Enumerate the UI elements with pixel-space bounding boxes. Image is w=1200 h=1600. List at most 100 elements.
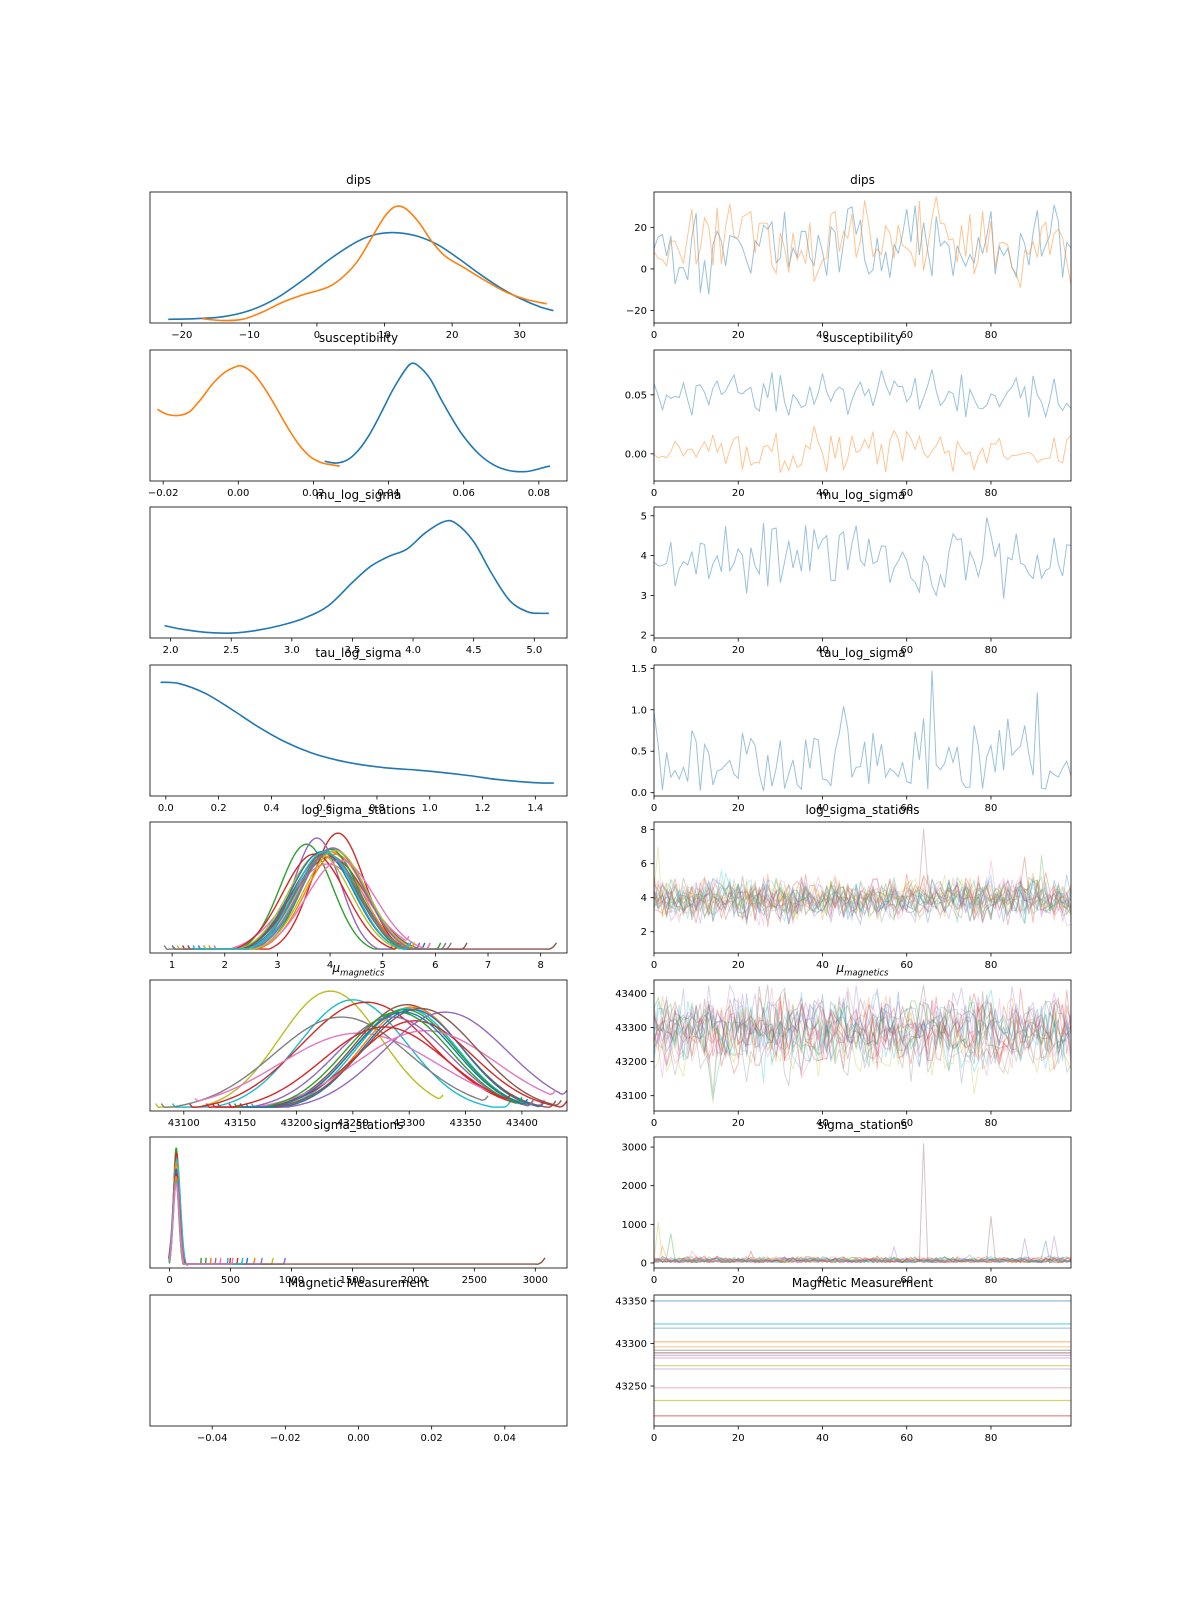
svg-text:60: 60 [900,803,913,814]
svg-text:−0.02: −0.02 [148,488,179,499]
svg-text:60: 60 [900,1118,913,1129]
subplot-mu-magnetics-trace: μmagnetics 0 20 40 60 80 43100 43200 43300 43400 [615,962,1072,1129]
svg-text:60: 60 [900,1433,913,1444]
svg-text:0: 0 [651,488,657,499]
svg-text:80: 80 [985,488,998,499]
chart-canvas: 0.0 0.2 0.4 0.6 0.8 1.0 1.2 1.4 [149,664,568,814]
svg-text:1.2: 1.2 [475,803,491,814]
svg-text:2: 2 [641,631,647,642]
subplot-log-sigma-stations-trace: log_sigma_stations 0 20 40 60 80 2 4 6 8 [641,804,1072,971]
chart-canvas: 0 20 40 60 80 0.00 0.05 [625,349,1072,499]
plot-title: tau_log_sigma [315,646,402,660]
svg-text:20: 20 [446,330,459,341]
svg-text:0: 0 [651,803,657,814]
svg-text:0.02: 0.02 [302,488,324,499]
subplot-mu-log-sigma-kde: mu_log_sigma 2.0 2.5 3.0 3.5 4.0 4.5 5.0 [149,489,568,656]
svg-text:1500: 1500 [340,1275,365,1286]
svg-text:80: 80 [985,1118,998,1129]
plot-title: log_sigma_stations [805,803,920,817]
svg-text:60: 60 [900,645,913,656]
svg-text:0.08: 0.08 [528,488,550,499]
svg-text:40: 40 [816,803,829,814]
chart-canvas: 0 20 40 60 80 −20 0 20 [626,191,1072,341]
plot-title: μmagnetics [836,961,889,979]
subplot-sigma-stations-trace: sigma_stations 0 20 40 60 80 0 1000 2000 3000 [622,1119,1072,1286]
svg-text:0: 0 [651,1433,657,1444]
svg-text:3.0: 3.0 [284,645,300,656]
chart-canvas: 0 20 40 60 80 43100 43200 43300 43400 [615,979,1072,1129]
svg-text:2000: 2000 [401,1275,426,1286]
svg-text:500: 500 [221,1275,240,1286]
svg-text:3000: 3000 [523,1275,548,1286]
chart-canvas: 1 2 3 4 5 6 7 8 [149,821,568,971]
svg-text:43200: 43200 [281,1118,313,1129]
svg-text:3000: 3000 [622,1143,647,1154]
svg-text:80: 80 [985,960,998,971]
svg-text:43300: 43300 [615,1023,647,1034]
svg-text:0.6: 0.6 [316,803,332,814]
svg-text:40: 40 [816,1275,829,1286]
svg-text:43100: 43100 [168,1118,200,1129]
plot-title: dips [346,173,371,187]
svg-text:43300: 43300 [393,1118,425,1129]
svg-text:2000: 2000 [622,1181,647,1192]
svg-text:0: 0 [651,330,657,341]
subplot-dips-trace: dips 0 20 40 60 80 −20 0 20 [626,174,1072,341]
chart-canvas: 0 500 1000 1500 2000 2500 3000 [149,1136,568,1286]
svg-text:2500: 2500 [462,1275,487,1286]
svg-text:0.8: 0.8 [369,803,385,814]
subplot-mu-magnetics-kde: μmagnetics 43100 43150 43200 43250 43300 4335… [149,962,568,1129]
svg-text:5: 5 [380,960,386,971]
svg-text:80: 80 [985,645,998,656]
svg-text:2: 2 [641,927,647,938]
svg-text:2.5: 2.5 [223,645,239,656]
svg-text:0.0: 0.0 [631,788,647,799]
svg-text:40: 40 [816,1433,829,1444]
svg-text:6: 6 [432,960,438,971]
svg-text:20: 20 [732,1275,745,1286]
subplot-susceptibility-trace: susceptibility 0 20 40 60 80 0.00 0.05 [625,332,1072,499]
plot-title: log_sigma_stations [301,803,416,817]
svg-text:20: 20 [732,645,745,656]
svg-text:60: 60 [900,1275,913,1286]
chart-canvas: 43100 43150 43200 43250 43300 43350 43400 [149,979,568,1129]
plot-title: susceptibility [318,331,399,345]
svg-text:20: 20 [634,223,647,234]
svg-text:2: 2 [222,960,228,971]
svg-text:0: 0 [651,1275,657,1286]
svg-text:4: 4 [327,960,333,971]
plot-title: dips [850,173,875,187]
svg-text:0: 0 [651,960,657,971]
svg-text:0: 0 [651,645,657,656]
svg-text:1.0: 1.0 [422,803,438,814]
svg-text:8: 8 [641,825,647,836]
subplot-tau-log-sigma-trace: tau_log_sigma 0 20 40 60 80 0.0 0.5 1.0 1.5 [631,647,1072,814]
svg-text:43400: 43400 [615,989,647,1000]
svg-text:1.5: 1.5 [631,664,647,675]
subplot-magnetic-measurement-trace: Magnetic Measurement 0 20 40 60 80 43250 43300… [615,1277,1072,1444]
svg-text:1.0: 1.0 [631,705,647,716]
svg-text:1000: 1000 [622,1220,647,1231]
subplot-log-sigma-stations-kde: log_sigma_stations 1 2 3 4 5 6 7 8 [149,804,568,971]
subplot-tau-log-sigma-kde: tau_log_sigma 0.0 0.2 0.4 0.6 0.8 1.0 1.2 1.4 [149,647,568,814]
svg-text:43250: 43250 [615,1382,647,1393]
svg-text:5: 5 [641,511,647,522]
svg-text:0.04: 0.04 [377,488,399,499]
plot-title: tau_log_sigma [819,646,906,660]
svg-text:3: 3 [641,591,647,602]
svg-text:0.00: 0.00 [227,488,249,499]
svg-text:−20: −20 [171,330,192,341]
chart-canvas: 0 20 40 60 80 2 3 4 5 [641,506,1072,656]
svg-text:0.0: 0.0 [158,803,174,814]
svg-text:43350: 43350 [450,1118,482,1129]
chart-canvas: −0.02 0.00 0.02 0.04 0.06 0.08 [148,349,568,499]
chart-canvas: −0.04 −0.02 0.00 0.02 0.04 [149,1294,568,1444]
chart-canvas: 0 20 40 60 80 43250 43300 43350 [615,1294,1072,1444]
svg-text:0: 0 [641,264,647,275]
svg-text:0.06: 0.06 [453,488,475,499]
svg-text:4: 4 [641,893,647,904]
svg-text:0.00: 0.00 [347,1433,369,1444]
plot-title: Magnetic Measurement [287,1276,430,1290]
subplot-dips-kde: dips −20 −10 0 10 20 30 [149,174,568,341]
svg-text:−20: −20 [626,306,647,317]
